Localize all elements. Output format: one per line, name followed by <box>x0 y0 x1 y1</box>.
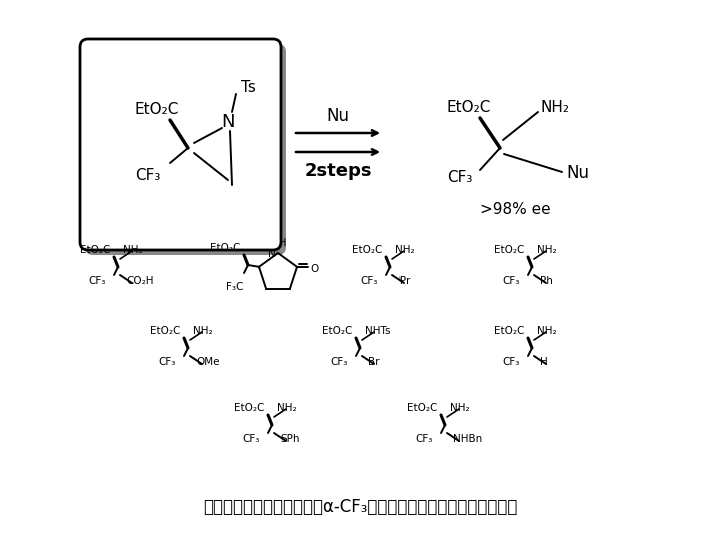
Text: NHBn: NHBn <box>453 434 482 444</box>
Text: EtO₂C: EtO₂C <box>352 245 382 255</box>
Text: CF₃: CF₃ <box>447 171 472 186</box>
Text: N: N <box>221 113 235 131</box>
Text: H: H <box>279 238 287 248</box>
Text: NH₂: NH₂ <box>537 326 557 336</box>
Text: H: H <box>540 357 548 367</box>
Text: CF₃: CF₃ <box>135 167 161 183</box>
Text: 2steps: 2steps <box>305 162 372 180</box>
Text: O: O <box>310 264 318 274</box>
Text: Nu: Nu <box>566 164 589 182</box>
Text: EtO₂C: EtO₂C <box>494 245 524 255</box>
Text: NH₂: NH₂ <box>277 403 297 413</box>
Text: NHTs: NHTs <box>365 326 390 336</box>
Text: NH₂: NH₂ <box>395 245 415 255</box>
Text: NH₂: NH₂ <box>540 99 569 114</box>
Text: EtO₂C: EtO₂C <box>234 403 264 413</box>
Text: OMe: OMe <box>196 357 220 367</box>
Text: CF₃: CF₃ <box>158 357 176 367</box>
Text: CO₂H: CO₂H <box>126 276 153 286</box>
Text: NH₂: NH₂ <box>193 326 212 336</box>
Text: EtO₂C: EtO₂C <box>135 103 179 118</box>
Text: >98% ee: >98% ee <box>480 202 550 218</box>
Text: EtO₂C: EtO₂C <box>494 326 524 336</box>
Text: N: N <box>269 249 276 259</box>
Text: CF₃: CF₃ <box>330 357 347 367</box>
Text: EtO₂C: EtO₂C <box>150 326 181 336</box>
Text: EtO₂C: EtO₂C <box>447 99 491 114</box>
Text: NH₂: NH₂ <box>123 245 143 255</box>
Text: EtO₂C: EtO₂C <box>322 326 352 336</box>
Text: EtO₂C: EtO₂C <box>210 243 240 253</box>
Text: Br: Br <box>368 357 379 367</box>
Text: SPh: SPh <box>280 434 300 444</box>
Text: CF₃: CF₃ <box>88 276 105 286</box>
FancyBboxPatch shape <box>80 39 281 250</box>
Text: Ph: Ph <box>540 276 553 286</box>
FancyBboxPatch shape <box>85 44 286 255</box>
Text: 共通中間体からいろいろなα-CF₃アミノ酸を誰でも簡単に作れる！: 共通中間体からいろいろなα-CF₃アミノ酸を誰でも簡単に作れる！ <box>203 498 517 516</box>
Text: EtO₂C: EtO₂C <box>80 245 110 255</box>
Text: CF₃: CF₃ <box>360 276 377 286</box>
Text: EtO₂C: EtO₂C <box>407 403 437 413</box>
Text: Nu: Nu <box>326 107 349 125</box>
Text: Ts: Ts <box>240 80 256 96</box>
Text: ⁱPr: ⁱPr <box>398 276 410 286</box>
Text: F₃C: F₃C <box>226 282 243 292</box>
Text: CF₃: CF₃ <box>415 434 433 444</box>
Text: CF₃: CF₃ <box>502 276 519 286</box>
Text: CF₃: CF₃ <box>502 357 519 367</box>
Text: NH₂: NH₂ <box>450 403 469 413</box>
Text: NH₂: NH₂ <box>537 245 557 255</box>
Text: CF₃: CF₃ <box>242 434 259 444</box>
